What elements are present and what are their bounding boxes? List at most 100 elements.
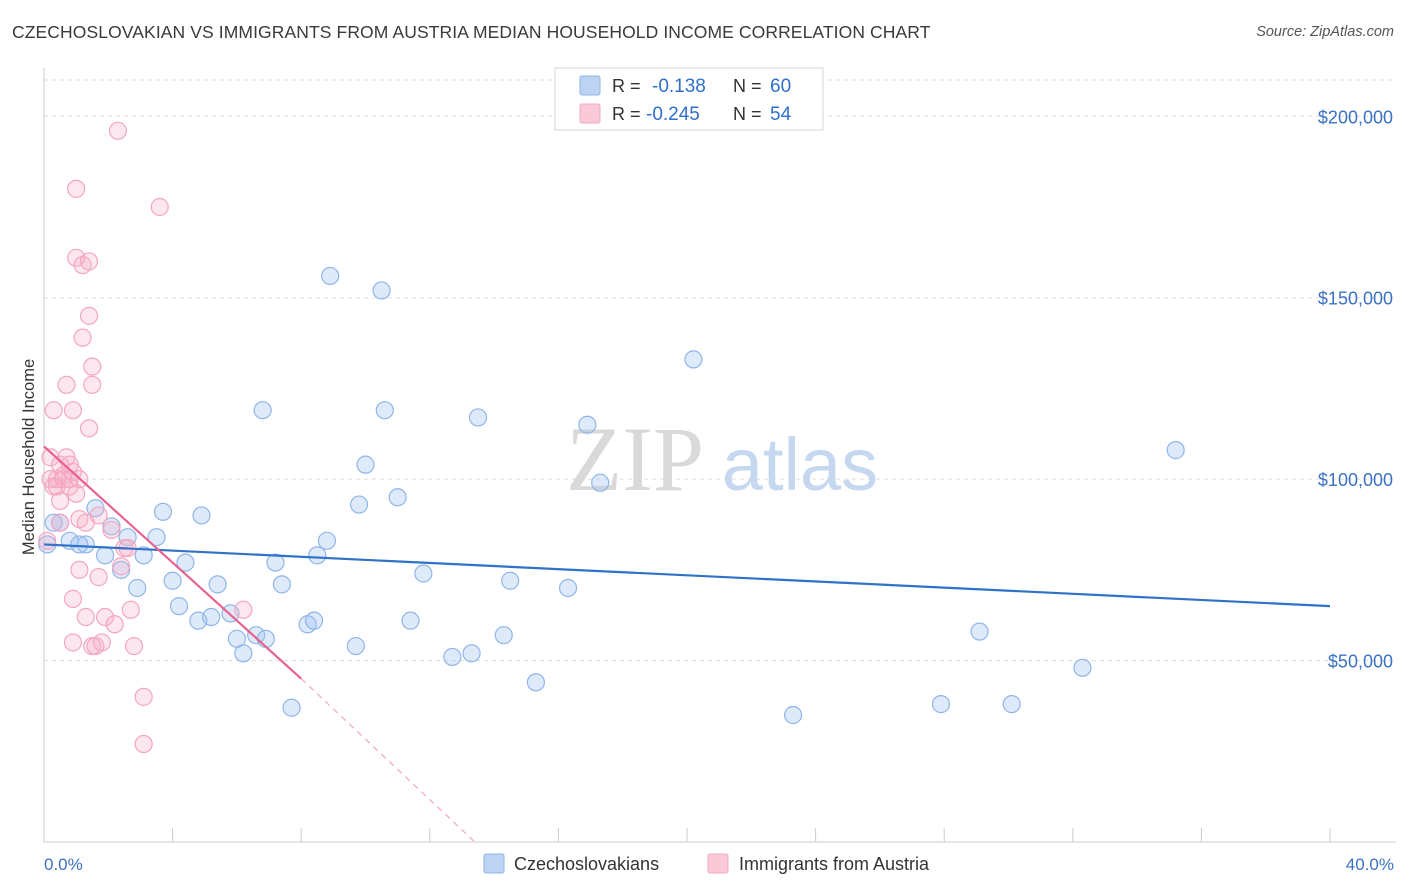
point-czechoslovakians-12 bbox=[147, 528, 166, 547]
point-immigrants-from-austria-22 bbox=[67, 179, 86, 198]
point-immigrants-from-austria-28 bbox=[73, 328, 92, 347]
watermark-zip: ZIP bbox=[566, 408, 704, 510]
point-immigrants-from-austria-8 bbox=[50, 491, 70, 511]
point-czechoslovakians-13 bbox=[153, 502, 173, 521]
point-czechoslovakians-44 bbox=[462, 644, 481, 663]
point-immigrants-from-austria-7 bbox=[50, 513, 70, 532]
point-czechoslovakians-39 bbox=[375, 401, 394, 420]
point-czechoslovakians-6 bbox=[95, 546, 115, 565]
point-czechoslovakians-53 bbox=[783, 705, 803, 725]
point-czechoslovakians-19 bbox=[202, 607, 221, 627]
point-immigrants-from-austria-41 bbox=[95, 607, 115, 627]
point-immigrants-from-austria-1 bbox=[41, 448, 60, 467]
legend-r-label-0: R = bbox=[612, 76, 641, 96]
chart-title: CZECHOSLOVAKIAN VS IMMIGRANTS FROM AUSTR… bbox=[12, 22, 931, 42]
point-czechoslovakians-31 bbox=[304, 611, 324, 630]
point-czechoslovakians-45 bbox=[468, 408, 488, 427]
point-immigrants-from-austria-42 bbox=[102, 520, 121, 540]
point-czechoslovakians-29 bbox=[282, 698, 301, 717]
point-immigrants-from-austria-19 bbox=[63, 589, 83, 608]
stats-legend: R = -0.138 N = 60 R = -0.245 N = 54 bbox=[554, 67, 824, 131]
trend-immigrants-from-austria bbox=[43, 445, 302, 680]
point-immigrants-from-austria-4 bbox=[44, 401, 63, 420]
chart-source: Source: ZipAtlas.com bbox=[1256, 24, 1394, 40]
point-czechoslovakians-16 bbox=[176, 553, 195, 572]
point-czechoslovakians-42 bbox=[414, 564, 433, 583]
point-czechoslovakians-58 bbox=[1166, 441, 1185, 460]
point-immigrants-from-austria-20 bbox=[63, 633, 83, 652]
point-czechoslovakians-40 bbox=[388, 488, 407, 507]
point-immigrants-from-austria-18 bbox=[63, 401, 83, 420]
point-czechoslovakians-46 bbox=[494, 626, 513, 645]
legend-swatch-immigrants-from-austria bbox=[579, 103, 601, 124]
data-points bbox=[38, 121, 1185, 754]
point-immigrants-from-austria-26 bbox=[70, 560, 89, 579]
point-immigrants-from-austria-43 bbox=[105, 615, 124, 634]
legend-n-value-0: 60 bbox=[770, 76, 791, 97]
point-immigrants-from-austria-33 bbox=[79, 419, 99, 438]
point-immigrants-from-austria-53 bbox=[234, 600, 253, 619]
point-czechoslovakians-18 bbox=[192, 506, 211, 525]
point-immigrants-from-austria-52 bbox=[150, 197, 169, 217]
trend-czechoslovakians bbox=[43, 543, 1331, 608]
point-immigrants-from-austria-49 bbox=[124, 636, 144, 656]
gridlines bbox=[44, 79, 1396, 662]
y-tick-labels: $50,000 $100,000 $150,000 $200,000 bbox=[1318, 107, 1393, 671]
bottom-legend-swatch-czechoslovakians bbox=[483, 853, 505, 874]
legend-r-value-1: -0.245 bbox=[646, 104, 700, 125]
point-czechoslovakians-54 bbox=[931, 695, 951, 714]
point-czechoslovakians-38 bbox=[372, 281, 391, 300]
point-czechoslovakians-25 bbox=[253, 401, 272, 420]
point-immigrants-from-austria-31 bbox=[79, 252, 99, 271]
legend-r-label-1: R = bbox=[612, 104, 641, 124]
watermark-atlas: atlas bbox=[722, 423, 878, 506]
point-immigrants-from-austria-39 bbox=[89, 568, 108, 587]
point-czechoslovakians-47 bbox=[501, 571, 520, 590]
point-immigrants-from-austria-35 bbox=[83, 375, 102, 394]
point-immigrants-from-austria-50 bbox=[134, 734, 153, 754]
point-czechoslovakians-20 bbox=[208, 575, 227, 594]
point-czechoslovakians-52 bbox=[684, 350, 703, 369]
point-immigrants-from-austria-34 bbox=[83, 357, 102, 376]
y-tick-label-0: $50,000 bbox=[1328, 652, 1393, 672]
point-immigrants-from-austria-48 bbox=[121, 600, 140, 619]
point-czechoslovakians-59 bbox=[70, 535, 89, 554]
point-czechoslovakians-49 bbox=[558, 578, 578, 598]
point-czechoslovakians-9 bbox=[118, 528, 137, 547]
legend-n-value-1: 54 bbox=[770, 104, 792, 125]
y-tick-label-1: $100,000 bbox=[1318, 470, 1393, 490]
y-tick-label-3: $200,000 bbox=[1318, 107, 1393, 127]
bottom-legend-swatch-immigrants-from-austria bbox=[707, 853, 729, 874]
point-immigrants-from-austria-44 bbox=[108, 121, 128, 140]
point-czechoslovakians-36 bbox=[349, 495, 369, 514]
point-czechoslovakians-28 bbox=[272, 575, 292, 594]
trend-lines bbox=[43, 445, 1331, 843]
point-immigrants-from-austria-21 bbox=[67, 484, 86, 503]
point-czechoslovakians-33 bbox=[317, 531, 337, 550]
point-czechoslovakians-43 bbox=[443, 647, 462, 667]
series-legend: Czechoslovakians Immigrants from Austria bbox=[483, 853, 930, 874]
point-czechoslovakians-4 bbox=[76, 535, 95, 554]
legend-swatch-czechoslovakians bbox=[579, 75, 601, 96]
point-immigrants-from-austria-12 bbox=[57, 375, 76, 394]
point-immigrants-from-austria-51 bbox=[134, 687, 153, 706]
bottom-legend-label-immigrants-from-austria: Immigrants from Austria bbox=[739, 854, 930, 874]
watermark: ZIP atlas bbox=[566, 408, 878, 510]
point-czechoslovakians-32 bbox=[308, 546, 327, 565]
point-immigrants-from-austria-15 bbox=[60, 477, 79, 496]
point-czechoslovakians-11 bbox=[134, 546, 153, 565]
point-immigrants-from-austria-0 bbox=[38, 531, 57, 550]
point-czechoslovakians-27 bbox=[266, 553, 285, 572]
x-tick-label-min: 0.0% bbox=[44, 855, 83, 874]
trend-extension-immigrants-from-austria bbox=[300, 678, 476, 843]
point-czechoslovakians-50 bbox=[578, 415, 597, 434]
legend-n-label-0: N = bbox=[733, 76, 762, 96]
point-immigrants-from-austria-29 bbox=[76, 607, 95, 627]
point-immigrants-from-austria-40 bbox=[92, 633, 111, 652]
point-czechoslovakians-23 bbox=[234, 644, 253, 663]
point-czechoslovakians-34 bbox=[321, 266, 340, 286]
point-czechoslovakians-26 bbox=[256, 629, 275, 648]
point-immigrants-from-austria-45 bbox=[112, 557, 131, 576]
point-czechoslovakians-51 bbox=[591, 473, 610, 492]
